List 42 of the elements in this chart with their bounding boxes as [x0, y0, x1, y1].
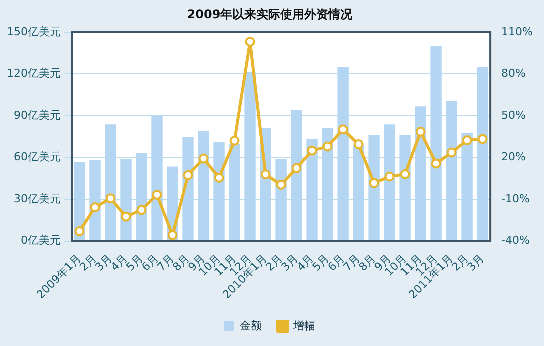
y2-tick-label: 20%: [502, 150, 526, 164]
y2-tick-label: 80%: [502, 67, 526, 80]
point: [369, 178, 380, 188]
y-tick-label: 0亿美元: [20, 234, 61, 248]
point: [322, 142, 333, 152]
point: [245, 37, 256, 48]
y-tick-label: 90亿美元: [14, 108, 61, 122]
point: [400, 169, 410, 180]
point: [292, 163, 302, 174]
y2-tick-label: -40%: [502, 234, 530, 248]
point: [462, 136, 472, 146]
point: [183, 170, 194, 180]
point: [198, 154, 209, 164]
point: [230, 136, 240, 146]
y-tick-label: 150亿美元: [6, 25, 61, 38]
point: [384, 172, 395, 182]
legend-label: 金额: [240, 319, 262, 332]
point: [338, 124, 348, 135]
point: [136, 205, 147, 216]
point: [260, 170, 271, 180]
point: [90, 202, 100, 213]
point: [214, 172, 224, 183]
y-tick-label: 120亿美元: [6, 67, 61, 80]
point: [276, 180, 286, 190]
legend-label: 增幅: [292, 319, 316, 332]
point: [446, 148, 457, 158]
y-tick-label: 30亿美元: [14, 192, 61, 206]
point: [354, 140, 364, 150]
y-tick-label: 60亿美元: [14, 150, 61, 164]
point: [74, 226, 85, 236]
point: [307, 146, 318, 156]
y2-tick-label: 50%: [502, 108, 526, 122]
y2-tick-label: -10%: [502, 192, 530, 206]
chart-title: 2009年以来实际使用外资情况: [187, 7, 354, 22]
point: [431, 158, 442, 169]
point: [168, 230, 178, 240]
point: [152, 190, 162, 200]
point: [478, 134, 488, 144]
point: [121, 212, 132, 222]
point: [106, 194, 116, 204]
point: [416, 126, 426, 137]
y2-tick-label: 110%: [502, 25, 534, 38]
